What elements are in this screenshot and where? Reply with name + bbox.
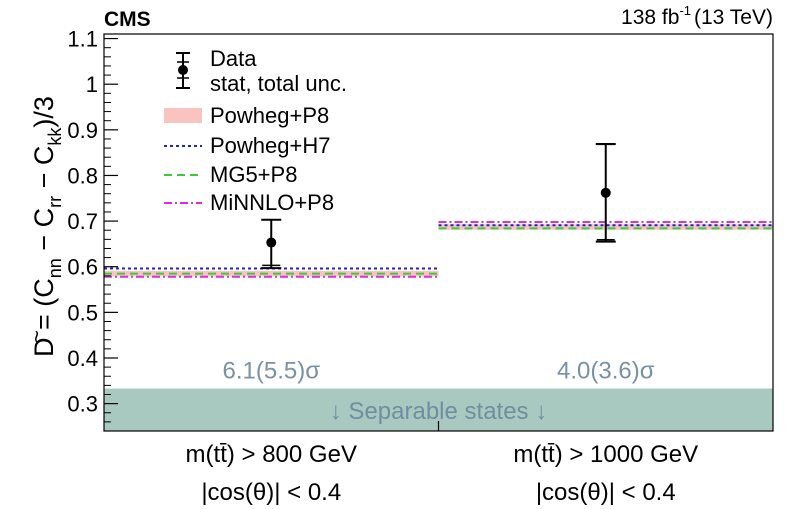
legend-data-label: Data <box>210 46 257 71</box>
significance-label-1000: 4.0(3.6)σ <box>557 358 655 385</box>
y-tick-label: 0.6 <box>67 255 98 280</box>
y-axis: 0.3 0.4 0.5 0.6 0.7 0.8 0.9 1 1.1 <box>67 27 118 423</box>
y-label-minus1: − C <box>29 208 59 258</box>
category-label-800: m(tt̄) > 800 GeV <box>186 441 357 468</box>
category-cut-800: |cos(θ)| < 0.4 <box>201 479 341 506</box>
separable-states-label: ↓ Separable states ↓ <box>330 398 547 425</box>
prediction-lines <box>104 221 773 278</box>
legend-minnlo-p8-label: MiNNLO+P8 <box>210 190 334 215</box>
y-label-tail: )/3 <box>29 96 59 128</box>
legend-powheg-p8-label: Powheg+P8 <box>210 103 329 128</box>
y-label-D: D <box>29 338 59 358</box>
experiment-label: CMS <box>104 8 151 31</box>
legend: Data stat, total unc. Powheg+P8 Powheg+H… <box>164 46 347 215</box>
y-tick-label: 1 <box>86 72 98 97</box>
y-tick-label: 0.9 <box>67 118 98 143</box>
y-label-minus2: − C <box>29 146 59 196</box>
y-tick-label: 0.3 <box>67 392 98 417</box>
data-point <box>600 187 611 198</box>
y-axis-label: D = (Cnn − Crr − Ckk)/3 <box>29 96 65 357</box>
data-point <box>266 237 277 248</box>
category-label-1000: m(tt̄) > 1000 GeV <box>513 441 698 468</box>
prediction-band-powheg-p8 <box>104 270 439 277</box>
y-tick-label: 0.8 <box>67 163 98 188</box>
plot-frame <box>103 33 774 432</box>
y-label-sub-kk: kk <box>45 127 65 146</box>
legend-mg5-p8-label: MG5+P8 <box>210 162 297 187</box>
legend-data-marker <box>178 65 188 75</box>
y-tick-label: 1.1 <box>67 27 98 52</box>
y-label-sub-rr: rr <box>45 196 65 208</box>
category-cut-1000: |cos(θ)| < 0.4 <box>536 479 676 506</box>
significance-label-800: 6.1(5.5)σ <box>222 358 320 385</box>
luminosity-label: 138 fb-1 (13 TeV) <box>621 3 773 29</box>
legend-powheg-h7-label: Powheg+H7 <box>210 133 330 158</box>
y-tick-label: 0.4 <box>67 346 98 371</box>
y-label-eq: = (C <box>29 278 59 337</box>
legend-unc-label: stat, total unc. <box>210 71 347 96</box>
y-tick-label: 0.7 <box>67 209 98 234</box>
y-tick-label: 0.5 <box>67 300 98 325</box>
data-points <box>261 142 616 270</box>
y-label-tilde: ~ <box>24 330 49 343</box>
legend-powheg-p8-swatch <box>164 108 202 123</box>
y-label-sub-nn: nn <box>45 258 65 278</box>
